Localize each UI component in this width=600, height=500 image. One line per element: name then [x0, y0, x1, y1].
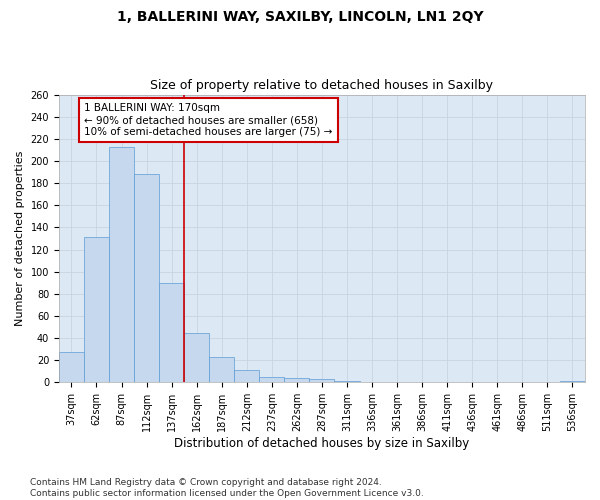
Bar — [184, 332, 209, 382]
Bar — [560, 381, 585, 382]
Bar — [209, 357, 234, 382]
Y-axis label: Number of detached properties: Number of detached properties — [15, 151, 25, 326]
Bar — [284, 378, 310, 382]
Bar — [334, 381, 359, 382]
Bar — [259, 377, 284, 382]
Bar — [59, 352, 84, 382]
Bar — [84, 238, 109, 382]
X-axis label: Distribution of detached houses by size in Saxilby: Distribution of detached houses by size … — [175, 437, 470, 450]
Text: 1, BALLERINI WAY, SAXILBY, LINCOLN, LN1 2QY: 1, BALLERINI WAY, SAXILBY, LINCOLN, LN1 … — [116, 10, 484, 24]
Bar — [234, 370, 259, 382]
Bar — [159, 282, 184, 382]
Bar — [310, 379, 334, 382]
Bar — [134, 174, 159, 382]
Bar — [109, 146, 134, 382]
Text: 1 BALLERINI WAY: 170sqm
← 90% of detached houses are smaller (658)
10% of semi-d: 1 BALLERINI WAY: 170sqm ← 90% of detache… — [84, 104, 332, 136]
Text: Contains HM Land Registry data © Crown copyright and database right 2024.
Contai: Contains HM Land Registry data © Crown c… — [30, 478, 424, 498]
Title: Size of property relative to detached houses in Saxilby: Size of property relative to detached ho… — [151, 79, 493, 92]
